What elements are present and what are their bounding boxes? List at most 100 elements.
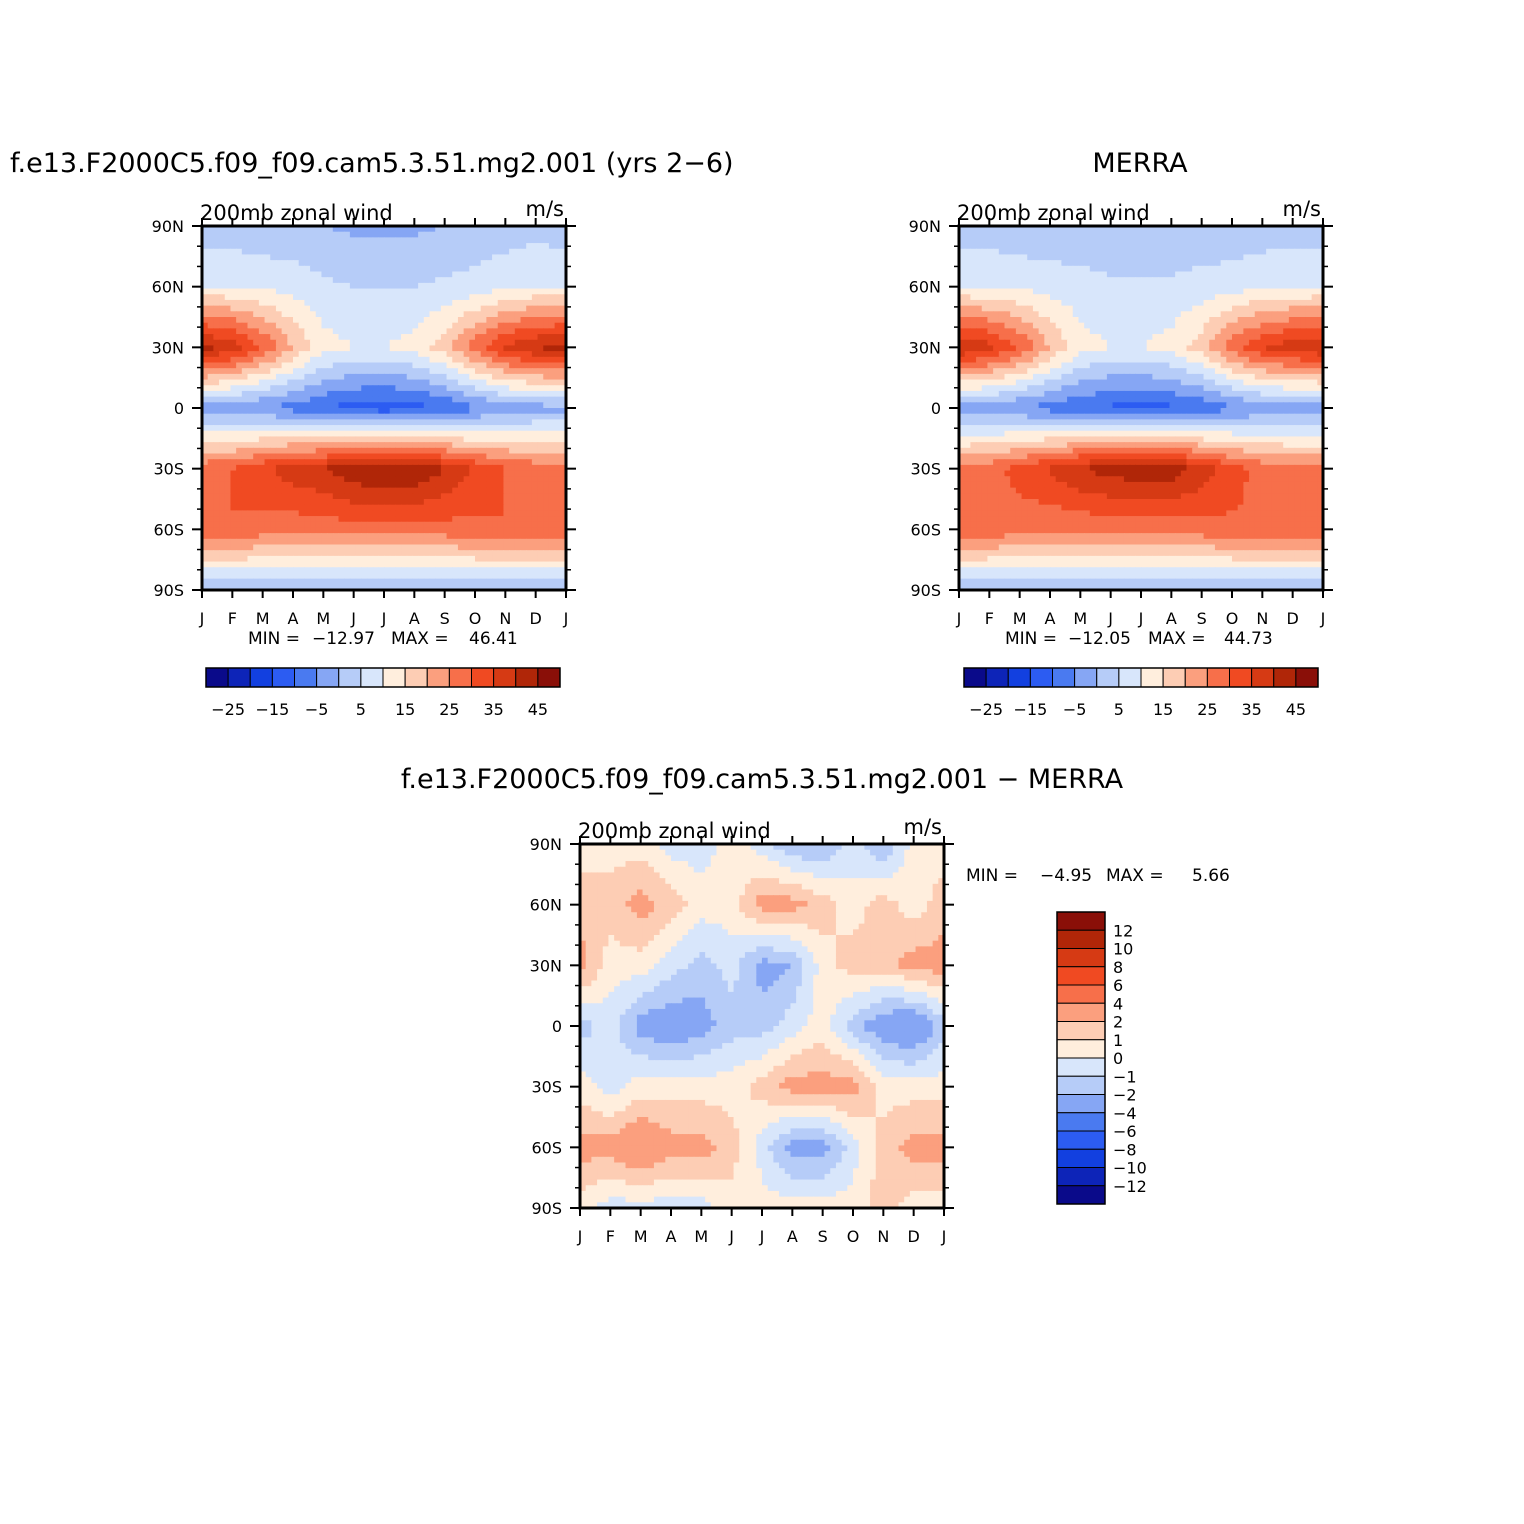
heat-cell	[304, 527, 311, 534]
heat-cell	[378, 271, 385, 278]
heat-cell	[338, 345, 345, 352]
heat-cell	[366, 368, 374, 375]
heat-cell	[349, 470, 357, 477]
heat-cell	[418, 288, 425, 295]
heat-cell	[287, 567, 294, 574]
heat-cell	[372, 521, 379, 529]
heat-cell	[321, 561, 328, 568]
heat-cell	[469, 561, 476, 568]
heat-cell	[327, 408, 334, 415]
heat-cell	[423, 453, 431, 460]
heat-cell	[537, 419, 544, 426]
heat-cell	[435, 481, 442, 489]
heat-cell	[224, 288, 232, 295]
heat-cell	[1277, 237, 1284, 244]
heat-cell	[429, 396, 436, 403]
heat-cell	[389, 271, 396, 278]
heat-cell	[230, 476, 237, 483]
heat-cell	[372, 248, 379, 256]
heat-cell	[463, 584, 470, 591]
heat-cell	[264, 561, 271, 568]
heat-cell	[275, 487, 283, 494]
heat-cell	[531, 265, 539, 273]
heat-cell	[412, 436, 419, 443]
heat-cell	[315, 334, 323, 341]
heat-cell	[1288, 288, 1296, 295]
heat-cell	[475, 544, 482, 551]
heat-cell	[418, 408, 425, 415]
heat-cell	[531, 299, 539, 307]
heat-cell	[503, 476, 510, 483]
heat-cell	[247, 499, 254, 506]
heat-cell	[275, 413, 283, 420]
heat-cell	[207, 516, 214, 523]
heat-cell	[378, 260, 385, 267]
heat-cell	[429, 373, 436, 381]
heat-cell	[503, 538, 510, 546]
heat-cell	[202, 305, 209, 312]
heat-cell	[355, 396, 362, 403]
heat-cell	[429, 345, 436, 352]
heat-cell	[338, 527, 345, 534]
heat-cell	[230, 351, 237, 358]
heat-cell	[310, 317, 317, 324]
heat-cell	[310, 299, 317, 307]
heat-cell	[258, 288, 266, 295]
heat-cell	[253, 527, 260, 534]
heat-cell	[327, 413, 334, 420]
heat-cell	[1197, 231, 1205, 238]
heat-cell	[366, 476, 374, 483]
heat-cell	[560, 356, 567, 364]
heat-cell	[423, 237, 431, 244]
heat-cell	[1243, 260, 1250, 267]
heat-cell	[213, 294, 220, 301]
heat-cell	[253, 453, 260, 460]
heat-cell	[338, 544, 345, 551]
heat-cell	[429, 555, 436, 563]
heat-cell	[304, 317, 311, 324]
heat-cell	[1300, 237, 1307, 244]
heat-cell	[406, 248, 414, 256]
heat-cell	[236, 362, 243, 369]
heat-cell	[332, 504, 340, 511]
heat-cell	[509, 328, 516, 335]
heat-cell	[1277, 226, 1284, 233]
heat-cell	[452, 419, 459, 426]
heat-cell	[1061, 288, 1068, 295]
heat-cell	[406, 550, 414, 557]
heat-cell	[219, 510, 226, 517]
heat-cell	[1078, 277, 1085, 284]
heat-cell	[349, 516, 357, 523]
heat-cell	[264, 311, 271, 318]
heat-cell	[361, 351, 368, 358]
heat-cell	[321, 567, 328, 574]
heat-cell	[253, 578, 260, 585]
heat-cell	[224, 271, 232, 278]
heat-cell	[247, 226, 254, 233]
heat-cell	[401, 408, 408, 415]
heat-cell	[1141, 248, 1148, 256]
heat-cell	[361, 282, 368, 290]
heat-cell	[1010, 260, 1017, 267]
heat-cell	[509, 413, 516, 420]
heat-cell	[993, 226, 1000, 233]
heat-cell	[1203, 243, 1210, 250]
heat-cell	[1277, 231, 1284, 238]
heat-cell	[270, 237, 277, 244]
heat-cell	[361, 527, 368, 534]
heat-cell	[531, 527, 539, 534]
heat-cell	[270, 277, 277, 284]
heat-cell	[241, 288, 249, 295]
heat-cell	[531, 237, 539, 244]
heat-cell	[548, 351, 556, 358]
heat-cell	[548, 567, 556, 574]
heat-cell	[469, 288, 476, 295]
heat-cell	[384, 419, 391, 426]
heat-cell	[355, 322, 362, 329]
heat-cell	[344, 538, 351, 546]
heat-cell	[446, 510, 453, 517]
heat-cell	[219, 516, 226, 523]
heat-cell	[275, 544, 283, 551]
heat-cell	[475, 231, 482, 238]
heat-cell	[253, 413, 260, 420]
